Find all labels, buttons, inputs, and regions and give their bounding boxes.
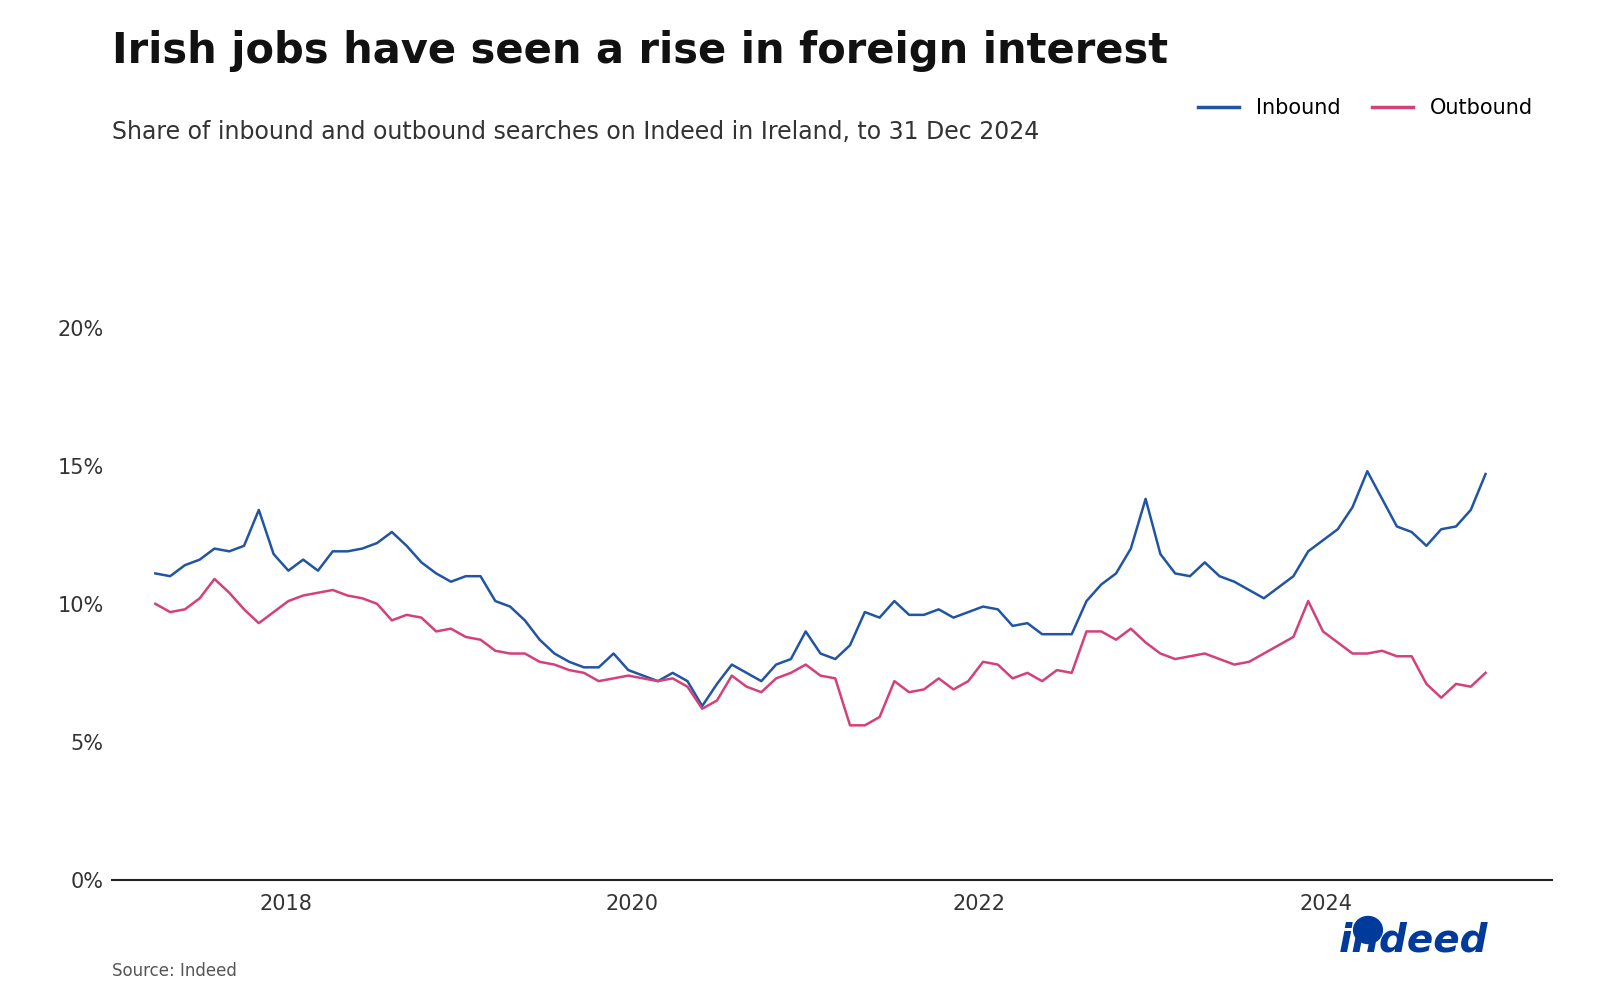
Text: Source: Indeed: Source: Indeed xyxy=(112,962,237,980)
Legend: Inbound, Outbound: Inbound, Outbound xyxy=(1189,90,1541,127)
Circle shape xyxy=(1354,916,1382,944)
Text: indeed: indeed xyxy=(1339,922,1488,960)
Text: Irish jobs have seen a rise in foreign interest: Irish jobs have seen a rise in foreign i… xyxy=(112,30,1168,72)
Text: Share of inbound and outbound searches on Indeed in Ireland, to 31 Dec 2024: Share of inbound and outbound searches o… xyxy=(112,120,1040,144)
